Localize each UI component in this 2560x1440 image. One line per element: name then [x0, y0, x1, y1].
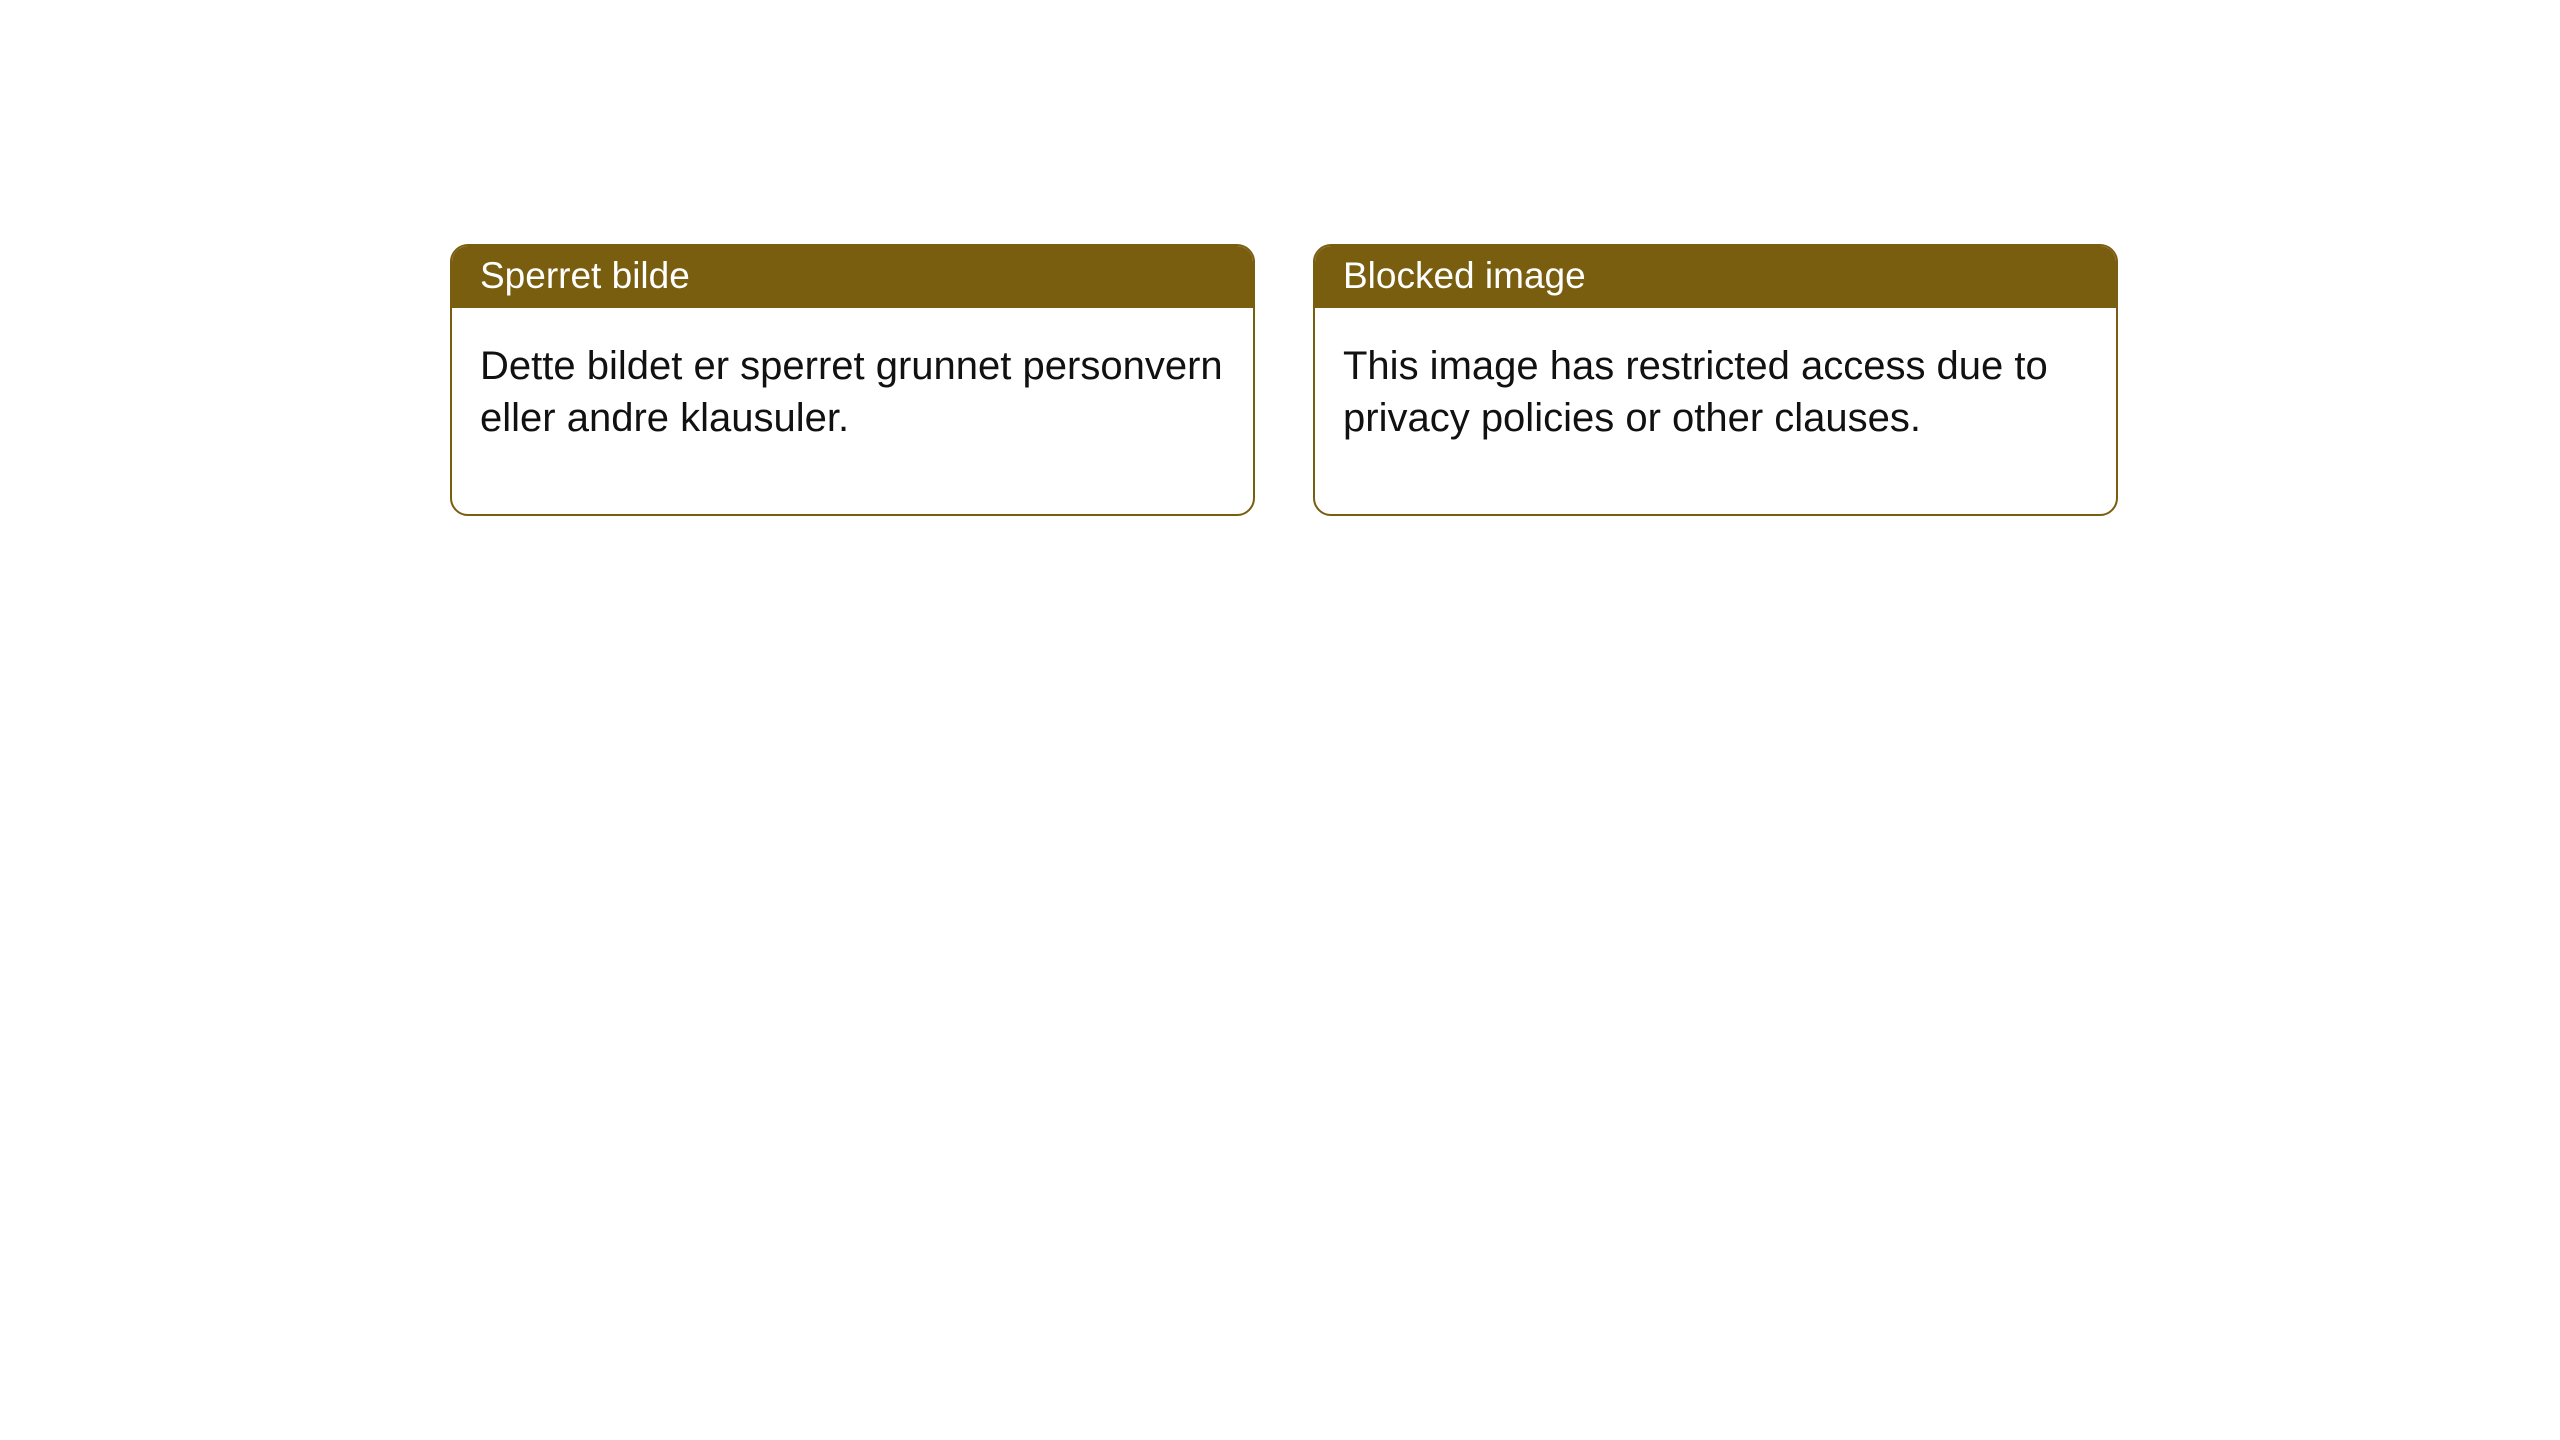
notice-body-text: This image has restricted access due to …	[1343, 344, 2048, 440]
notice-header: Blocked image	[1315, 246, 2116, 308]
notice-body: Dette bildet er sperret grunnet personve…	[452, 308, 1253, 514]
notice-box-english: Blocked image This image has restricted …	[1313, 244, 2118, 516]
notice-container: Sperret bilde Dette bildet er sperret gr…	[450, 244, 2118, 516]
notice-box-norwegian: Sperret bilde Dette bildet er sperret gr…	[450, 244, 1255, 516]
notice-body-text: Dette bildet er sperret grunnet personve…	[480, 344, 1223, 440]
notice-body: This image has restricted access due to …	[1315, 308, 2116, 514]
notice-header: Sperret bilde	[452, 246, 1253, 308]
notice-title: Sperret bilde	[480, 255, 690, 296]
notice-title: Blocked image	[1343, 255, 1586, 296]
